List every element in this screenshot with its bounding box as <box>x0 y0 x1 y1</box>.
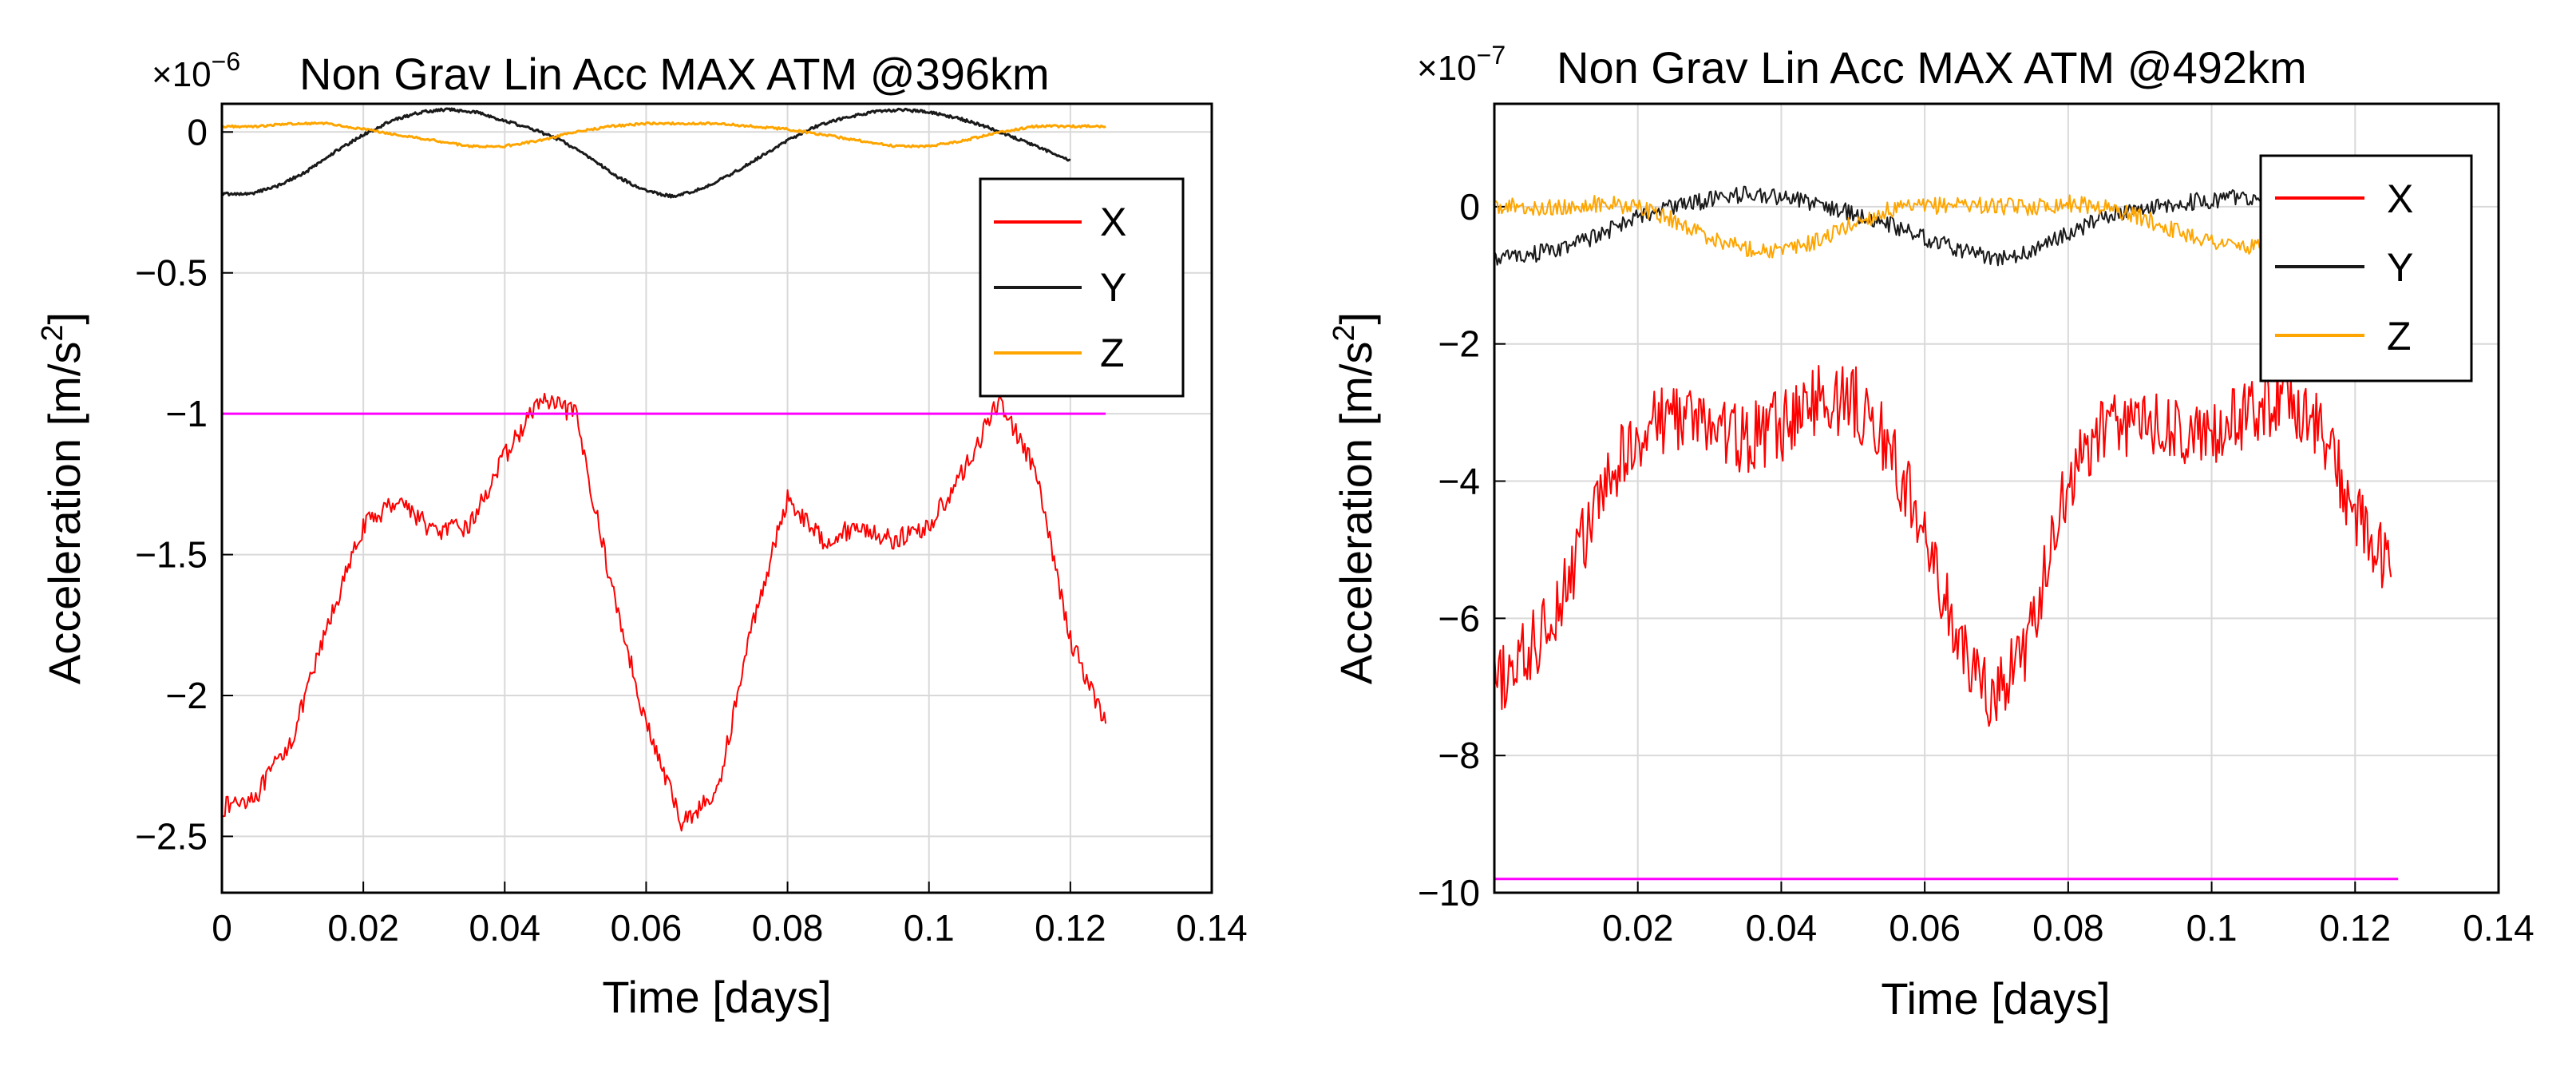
y-tick-label: −0.5 <box>135 252 208 294</box>
x-axis-label: Time [days] <box>1881 973 2110 1024</box>
series-line-z <box>220 121 1106 149</box>
legend-label-z: Z <box>2387 314 2412 359</box>
x-tick-label: 0.02 <box>1602 907 1674 949</box>
y-axis-label: Acceleration [m/s2] <box>36 312 89 684</box>
x-tick-labels: 0.02 0.04 0.06 0.08 0.1 0.12 0.14 <box>1602 907 2534 949</box>
x-tick-label: 0.02 <box>327 907 399 949</box>
x-tick-label: 0.14 <box>1176 907 1248 949</box>
exponent-label: ×10−6 <box>152 47 240 94</box>
series-lines <box>220 107 1107 832</box>
x-tick-label: 0.1 <box>904 907 955 949</box>
chart-1: 0 0.02 0.04 0.06 0.08 0.1 0.12 0.14 0 −0.5 −1 −1.5… <box>36 47 1248 1022</box>
x-tick-label: 0 <box>212 907 232 949</box>
x-tick-labels: 0 0.02 0.04 0.06 0.08 0.1 0.12 0.14 <box>212 907 1248 949</box>
chart-2: 0.02 0.04 0.06 0.08 0.1 0.12 0.14 0 −2 −4 −6 −8 −10… <box>1328 41 2534 1024</box>
legend-label-x: X <box>1100 200 1126 244</box>
y-tick-label: −4 <box>1438 461 1480 502</box>
x-tick-label: 0.1 <box>2186 907 2238 949</box>
y-tick-labels: 0 −2 −4 −6 −8 −10 <box>1418 186 1480 913</box>
y-tick-label: −2 <box>1438 323 1480 365</box>
chart-title: Non Grav Lin Acc MAX ATM @396km <box>299 49 1050 99</box>
y-tick-label: −1 <box>166 393 208 434</box>
plot-frame <box>220 102 1213 894</box>
x-tick-label: 0.08 <box>752 907 824 949</box>
x-tick-label: 0.06 <box>611 907 683 949</box>
plot-frame <box>1493 102 2500 894</box>
exponent-label: ×10−7 <box>1417 41 1506 88</box>
chart-title: Non Grav Lin Acc MAX ATM @492km <box>1557 42 2307 93</box>
legend-label-z: Z <box>1100 331 1125 375</box>
y-tick-label: −10 <box>1418 872 1480 913</box>
x-tick-label: 0.12 <box>2320 907 2392 949</box>
y-tick-labels: 0 −0.5 −1 −1.5 −2 −2.5 <box>135 111 208 857</box>
x-tick-label: 0.14 <box>2463 907 2534 949</box>
y-axis-label: Acceleration [m/s2] <box>1328 312 1381 684</box>
series-line-y <box>221 107 1071 199</box>
x-tick-label: 0.08 <box>2032 907 2104 949</box>
legend: X Y Z <box>2259 154 2473 382</box>
y-tick-label: −8 <box>1438 735 1480 776</box>
x-axis-label: Time [days] <box>602 972 831 1022</box>
y-tick-label: 0 <box>187 111 208 153</box>
x-tick-label: 0.04 <box>1746 907 1818 949</box>
x-tick-label: 0.06 <box>1889 907 1961 949</box>
y-tick-label: −6 <box>1438 597 1480 639</box>
legend: X Y Z <box>979 177 1185 398</box>
series-line-y <box>1494 185 2321 267</box>
legend-label-y: Y <box>2387 245 2413 290</box>
series-line-z <box>1494 194 2284 259</box>
series-lines <box>1494 185 2399 881</box>
series-line-x <box>1494 358 2392 727</box>
x-tick-label: 0.04 <box>469 907 541 949</box>
series-line-x <box>221 392 1107 832</box>
legend-label-y: Y <box>1100 265 1126 310</box>
y-tick-label: −1.5 <box>135 534 208 576</box>
legend-label-x: X <box>2387 176 2413 221</box>
y-tick-label: −2.5 <box>135 815 208 857</box>
x-tick-label: 0.12 <box>1035 907 1106 949</box>
y-tick-label: −2 <box>166 675 208 716</box>
y-tick-label: 0 <box>1459 186 1480 228</box>
